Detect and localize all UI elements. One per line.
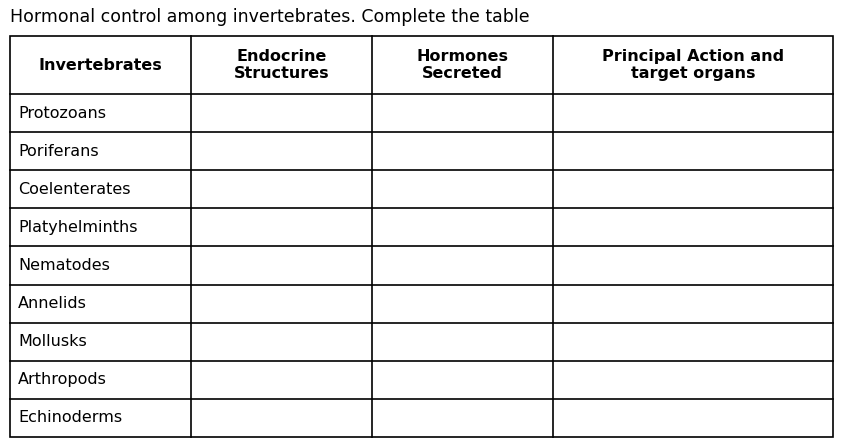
Text: Poriferans: Poriferans: [18, 144, 99, 159]
Text: Coelenterates: Coelenterates: [18, 182, 131, 197]
Text: Platyhelminths: Platyhelminths: [18, 220, 137, 235]
Text: Hormones
Secreted: Hormones Secreted: [416, 49, 508, 81]
Text: Protozoans: Protozoans: [18, 105, 106, 121]
Text: Hormonal control among invertebrates. Complete the table: Hormonal control among invertebrates. Co…: [10, 8, 529, 26]
Text: Annelids: Annelids: [18, 296, 87, 311]
Text: Echinoderms: Echinoderms: [18, 410, 122, 425]
Text: Endocrine
Structures: Endocrine Structures: [234, 49, 330, 81]
Text: Nematodes: Nematodes: [18, 258, 110, 273]
Text: Arthropods: Arthropods: [18, 372, 107, 387]
Text: Principal Action and
target organs: Principal Action and target organs: [602, 49, 784, 81]
Text: Invertebrates: Invertebrates: [39, 57, 163, 73]
Text: Mollusks: Mollusks: [18, 334, 87, 349]
